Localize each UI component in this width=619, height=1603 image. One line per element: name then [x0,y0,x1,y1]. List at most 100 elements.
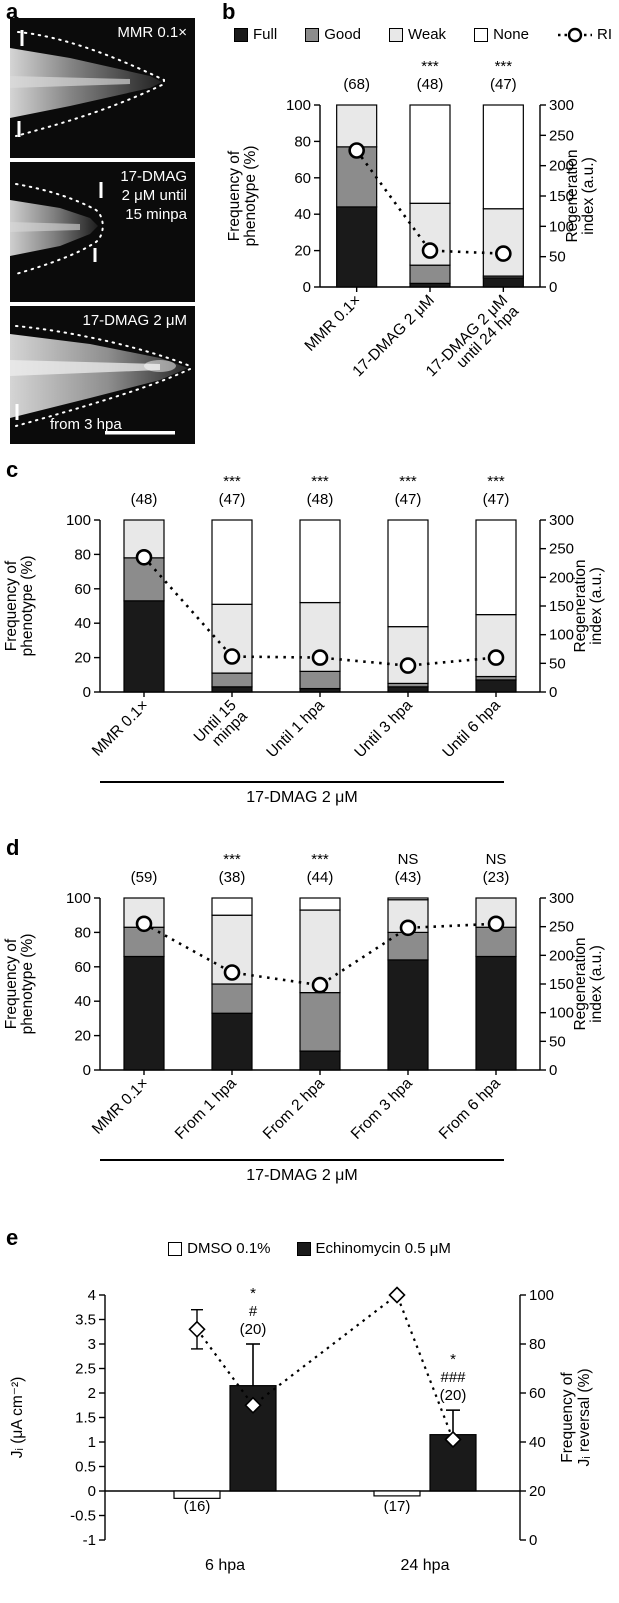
ri-line [143,556,497,667]
micrograph-caption-bottom: from 3 hpa [50,416,122,433]
y-axis-label-right: Regeneration [572,937,589,1030]
legend-label-full: Full [253,26,278,43]
micrograph-caption: MMR 0.1× [117,24,187,41]
left-tick-label: 2.5 [75,1361,96,1378]
bar-segment-none [299,897,341,911]
scale-bar [105,431,175,435]
bar-segment-good [387,931,429,961]
right-tick-label: 0 [549,1062,557,1079]
y-axis-label-left: phenotype (%) [19,934,36,1035]
right-tick-label: 50 [549,1033,566,1050]
x-tick-label: Until 6 hpa [439,697,504,762]
significance-label: *** [399,473,417,490]
left-tick-label: -1 [83,1532,96,1549]
ri-marker [311,649,329,666]
significance-label: (20) [240,1321,267,1338]
y-axis-label-left: Frequency of [3,938,20,1029]
left-tick-label: 0 [303,279,311,296]
left-tick-label: 60 [74,959,91,976]
legend-item-weak: Weak [388,26,446,43]
bar-segment-none [409,104,451,204]
right-tick-label: 150 [549,188,574,205]
right-tick-label: 60 [529,1385,546,1402]
right-tick-label: 300 [549,890,574,907]
bar-segment-full [123,600,165,693]
bar-segment-none [211,519,253,605]
bar-segment-none [387,897,429,901]
bar-segment-weak [475,614,517,678]
bar-dmso [373,1490,421,1497]
x-tick-label: From 6 hpa [436,1075,504,1143]
bar-segment-full [336,206,378,288]
left-tick-label: 20 [74,1028,91,1045]
micrograph-dmag-until: 17-DMAG 2 μM until 15 minpa [10,162,195,302]
notochord-streak [10,76,130,88]
bar-segment-good [211,983,253,1014]
legend-item-good: Good [305,26,361,43]
right-tick-label: 150 [549,976,574,993]
panel-label-e: e [6,1225,19,1250]
count-label: (16) [184,1498,211,1515]
significance-label: *** [495,58,513,75]
ri-marker [348,142,365,159]
y-axis-label-left: Frequency of [226,150,243,241]
right-tick-label: 250 [549,127,574,144]
left-tick-label: -0.5 [70,1508,96,1525]
count-label: (47) [219,491,246,508]
x-tick-label: MMR 0.1× [89,697,152,760]
tail-tissue [10,334,188,418]
x-tick-label: MMR 0.1× [302,292,365,355]
y-axis-label-right: Regeneration [564,149,581,242]
ri-marker [223,648,241,665]
panel-label-a: a [6,0,19,24]
legend-item-dmso: DMSO 0.1% [168,1240,271,1257]
bar-segment-none [299,519,341,604]
reversal-freq-line [196,1293,455,1440]
bar-segment-weak [482,208,524,277]
freq-diamond-marker [388,1286,406,1304]
bar-segment-full [211,686,253,693]
bar-segment-full [299,1050,341,1071]
legend-swatch-echinomycin [296,1241,311,1256]
bar-segment-good [409,264,451,284]
freq-diamond-marker [244,1396,262,1414]
bar-segment-none [475,519,517,616]
panel-label-c: c [6,457,19,482]
left-tick-label: 40 [74,615,91,632]
left-tick-label: 80 [74,546,91,563]
left-tick-label: 0 [83,1062,91,1079]
left-tick-label: 1 [88,1434,96,1451]
y-axis-label-right: index (a.u.) [588,567,605,645]
legend-label-none: None [493,26,529,43]
y-axis-label-right: Frequency of [559,1372,576,1463]
bar-segment-none [387,519,429,628]
significance-label: *** [311,851,329,868]
right-tick-label: 0 [549,684,557,701]
x-tick-label: MMR 0.1× [89,1075,152,1138]
bar-segment-full [475,955,517,1071]
right-tick-label: 100 [549,1005,574,1022]
ri-marker [223,964,241,981]
significance-label: * [450,1351,456,1368]
count-label: (47) [483,491,510,508]
right-tick-label: 250 [549,541,574,558]
y-axis-label-right: index (a.u.) [580,157,597,235]
significance-label: ### [440,1369,466,1386]
legend-item-full: Full [234,26,277,43]
legend-swatch-full [234,27,248,42]
count-label: (59) [131,869,158,886]
ri-marker [399,657,417,674]
count-label: (47) [490,76,517,93]
bar-dmso [173,1490,221,1499]
right-tick-label: 50 [549,655,566,672]
right-tick-label: 80 [529,1336,546,1353]
right-tick-label: 200 [549,569,574,586]
group-label: 17-DMAG 2 μM [246,789,357,806]
right-tick-label: 0 [529,1532,537,1549]
left-tick-label: 80 [74,924,91,941]
bar-segment-good [211,672,253,688]
significance-label: # [249,1303,258,1320]
legend-label-ri: RI [597,26,612,43]
left-tick-label: 3 [88,1336,96,1353]
